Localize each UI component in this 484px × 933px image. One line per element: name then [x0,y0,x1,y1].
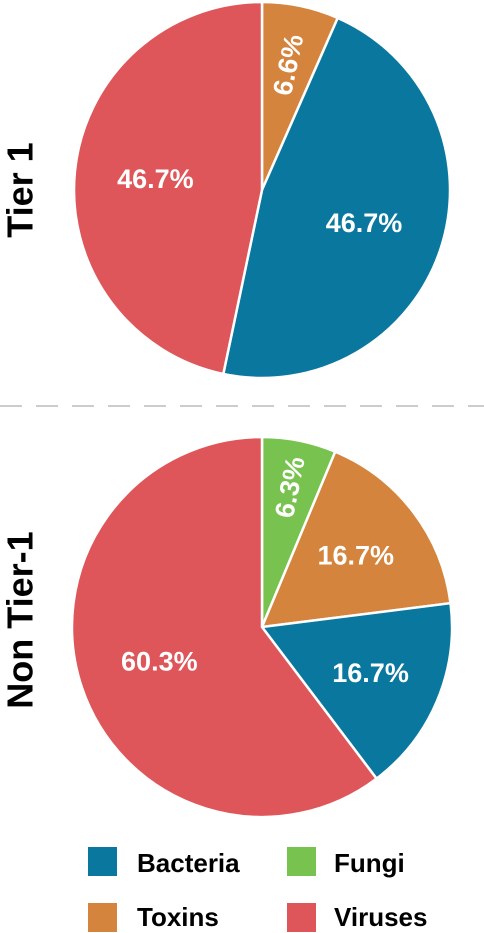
pie-slice-viruses [70,435,379,819]
legend-swatch-viruses [287,903,316,932]
pie-slice-label-toxins: 16.7% [317,541,394,571]
pie-slice-viruses [72,0,264,376]
pie-slice-label-bacteria: 46.7% [326,208,403,238]
legend: Bacteria Fungi Toxins Viruses [88,847,427,932]
legend-swatch-fungi [287,847,316,876]
pie-slice-bacteria [221,16,452,380]
pie-slice-label-viruses: 46.7% [117,164,194,194]
panel-title-non-tier-1: Non Tier-1 [0,531,41,708]
pie-slice-label-bacteria: 16.7% [332,658,409,688]
legend-label-toxins: Toxins [137,902,219,932]
legend-swatch-toxins [88,903,117,932]
panel-title-tier-1: Tier 1 [0,142,41,237]
pie-slice-toxins [260,450,452,629]
pie-slice-bacteria [259,601,454,781]
pie-slice-label-viruses: 60.3% [121,646,198,676]
pie-panel-tier-1: Tier 1 6.6%46.7%46.7% [0,0,452,380]
legend-label-fungi: Fungi [334,848,405,878]
legend-swatch-bacteria [88,847,117,876]
pie-panel-non-tier-1: Non Tier-1 6.3%16.7%16.7%60.3% [0,435,454,819]
legend-label-bacteria: Bacteria [137,848,240,878]
legend-label-viruses: Viruses [334,902,427,932]
